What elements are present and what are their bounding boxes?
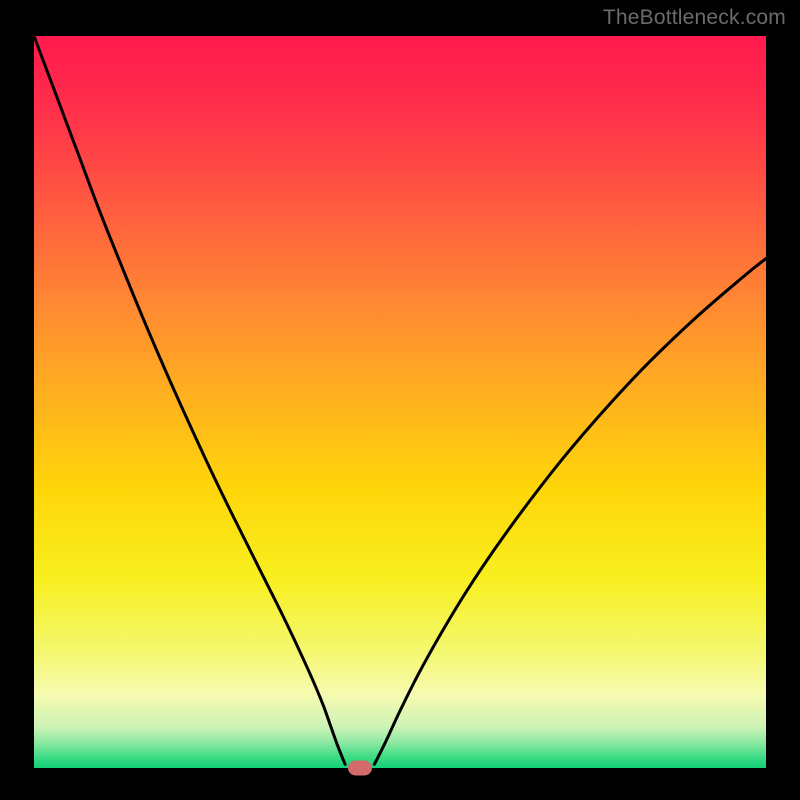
plot-area	[34, 36, 766, 768]
chart-frame: TheBottleneck.com	[0, 0, 800, 800]
optimum-marker	[348, 761, 372, 776]
curve-left-branch	[34, 36, 345, 764]
bottleneck-curve	[34, 36, 766, 768]
watermark-text: TheBottleneck.com	[603, 6, 786, 30]
curve-right-branch	[374, 259, 766, 765]
